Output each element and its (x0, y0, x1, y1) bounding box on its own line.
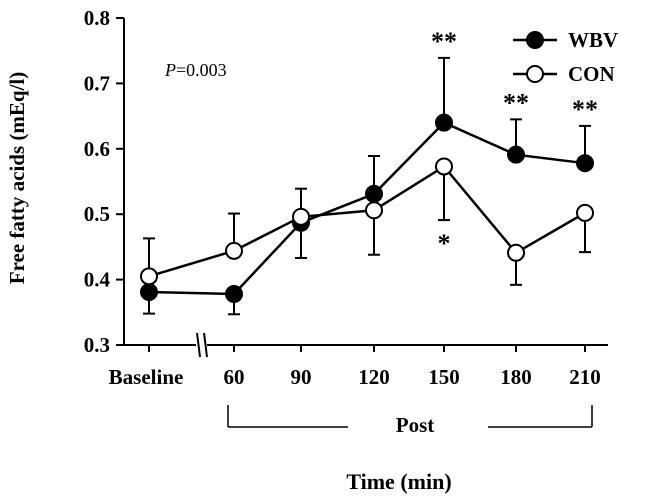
legend-marker (526, 31, 544, 49)
y-tick-label: 0.3 (84, 333, 110, 357)
data-point-wbv (225, 284, 243, 303)
p-value-text: =0.003 (176, 60, 227, 80)
x-tick-label: 210 (569, 365, 601, 389)
axis-break-mark (196, 332, 201, 358)
legend-marker (526, 65, 544, 83)
data-point-con (576, 203, 594, 222)
significance-marker: ** (431, 27, 457, 56)
plot-area: **** *** (140, 27, 598, 316)
x-tick-label: 150 (428, 365, 460, 389)
p-value-annotation: P=0.003 (164, 60, 227, 80)
x-tick-label: 90 (291, 365, 312, 389)
legend-label: WBV (568, 28, 618, 52)
x-tick-label: Baseline (109, 365, 184, 389)
data-point-con (507, 243, 525, 262)
data-point-con (292, 207, 310, 226)
y-tick-label: 0.6 (84, 137, 110, 161)
y-tick-label: 0.7 (84, 71, 110, 95)
significance-marker: ** (572, 95, 598, 124)
x-tick-label: 180 (500, 365, 532, 389)
p-value-symbol: P (164, 60, 176, 80)
data-point-wbv (576, 154, 594, 173)
data-point-wbv (140, 283, 158, 302)
data-point-wbv (435, 113, 453, 132)
post-label: Post (396, 413, 435, 437)
y-axis-label: Free fatty acids (mEq/l) (5, 72, 29, 284)
data-point-con (140, 267, 158, 286)
y-tick-label: 0.8 (84, 6, 110, 30)
axis-break-mark (203, 332, 208, 358)
data-point-con (435, 157, 453, 176)
y-tick-label: 0.5 (84, 202, 110, 226)
data-point-wbv (365, 184, 383, 203)
x-axis-label: Time (min) (346, 469, 451, 494)
data-point-con (365, 201, 383, 220)
legend: WBV CON (513, 28, 618, 86)
data-point-con (225, 241, 243, 260)
axes: 0.3 0.4 0.5 0.6 0.7 0.8 Baseline 60 90 120 150 180 2… (84, 6, 608, 428)
data-point-wbv (507, 145, 525, 164)
x-tick-label: 60 (224, 365, 245, 389)
y-tick-label: 0.4 (84, 268, 111, 292)
significance-marker: * (438, 229, 451, 258)
x-tick-label: 120 (358, 365, 390, 389)
significance-marker: ** (503, 88, 529, 117)
legend-label: CON (568, 62, 615, 86)
